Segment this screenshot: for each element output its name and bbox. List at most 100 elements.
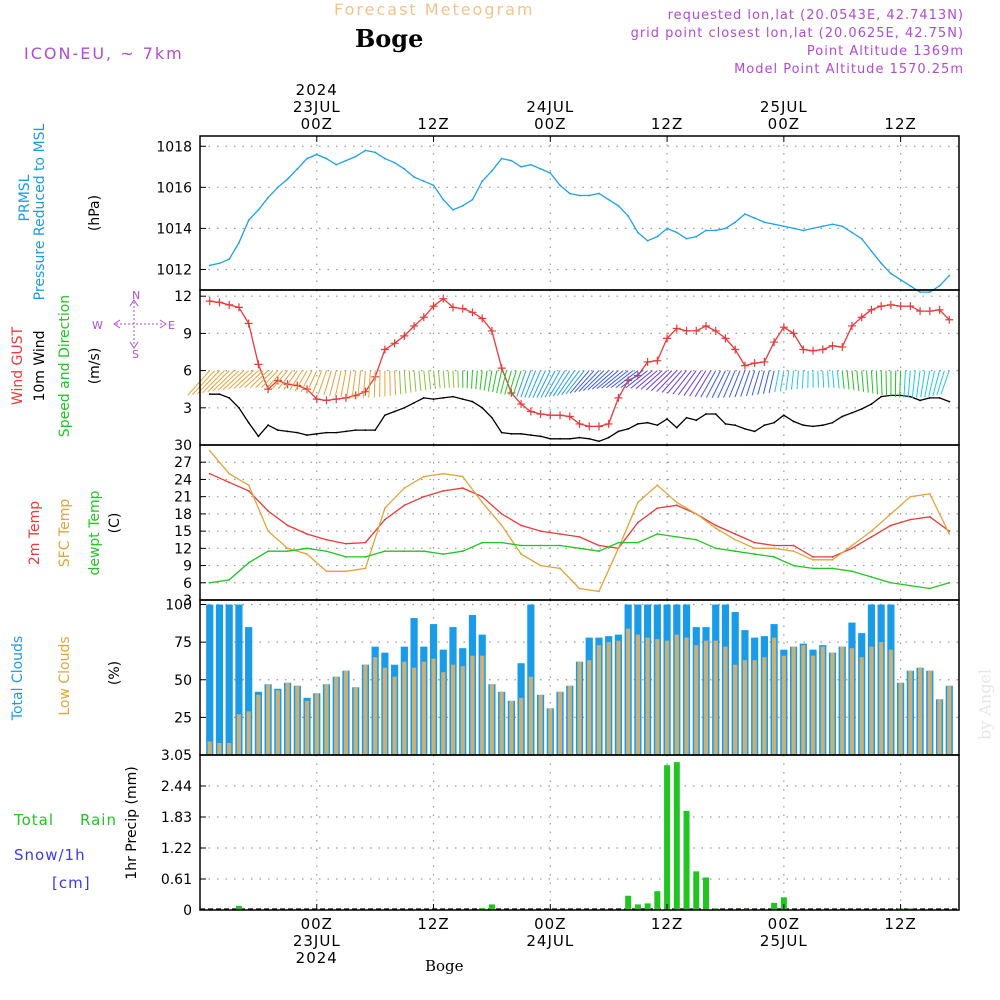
wind-barb [846, 370, 850, 390]
pressure-line-point [276, 186, 279, 189]
gust-marker [410, 321, 419, 330]
low-cloud-bar [489, 684, 495, 755]
wind-barb [528, 370, 542, 398]
temp-sfc-line-point [773, 547, 776, 550]
gust-marker [906, 302, 915, 311]
gust-marker [215, 298, 224, 307]
precip-bar [644, 903, 651, 910]
pressure-line-point [539, 167, 542, 170]
low-cloud-bar [596, 645, 602, 755]
pressure-line-point [228, 258, 231, 261]
wind-barb [920, 370, 926, 398]
wind-barb [272, 370, 288, 389]
wind-barb [306, 370, 318, 393]
wind-speed-line-point [208, 393, 211, 396]
temp-dewpt-line-point [208, 581, 211, 584]
wind-barb [762, 370, 770, 394]
temp-sfc-line-point [753, 547, 756, 550]
temp-2m-line-point [928, 515, 931, 518]
temp-sfc-line-point [870, 530, 873, 533]
temp-sfc-line-point [734, 538, 737, 541]
pressure-line-point [695, 235, 698, 238]
top-time-label: 2024 [296, 81, 338, 99]
y-tick-label: 3 [183, 401, 192, 417]
temp-dewpt-line-point [734, 550, 737, 553]
bottom-time-label: 12Z [417, 915, 449, 933]
panel-frame [199, 444, 960, 601]
wind-barb [373, 370, 376, 398]
wind-barb [899, 370, 902, 398]
temp-sfc-line-point [578, 587, 581, 590]
gust-marker [721, 334, 730, 343]
bottom-time-label: 24JUL [526, 932, 574, 950]
wind-barb [740, 370, 751, 397]
low-cloud-bar [519, 697, 524, 755]
gust-marker [896, 302, 905, 311]
wind-barb [452, 370, 455, 388]
y-tick-label: 100 [165, 598, 192, 614]
temp-dewpt-line-point [325, 550, 328, 553]
pressure-line-point [529, 163, 532, 166]
wind-barb [625, 370, 648, 389]
wind-barb [413, 370, 417, 392]
low-cloud-bar [908, 670, 913, 755]
temp-2m-line-point [520, 524, 523, 527]
wind-barb [351, 370, 357, 398]
pressure-line-point [802, 229, 805, 232]
wind-barb [790, 370, 795, 390]
wind-barb [565, 370, 585, 395]
temp-dewpt-line-point [812, 567, 814, 570]
pressure-line-point [617, 204, 620, 207]
precip-bar [654, 891, 661, 910]
precip-bar [634, 904, 641, 910]
gust-marker [731, 345, 740, 354]
wind-barb [548, 370, 566, 398]
wind-speed-line-point [393, 410, 396, 413]
precip-legend-unit: [cm] [52, 874, 91, 892]
low-cloud-bar [246, 711, 251, 755]
low-cloud-bar [606, 642, 611, 755]
wind-speed-line-point [520, 432, 523, 435]
wind-speed-line-point [335, 431, 338, 434]
wind-barb [492, 370, 498, 393]
wind-barb [500, 370, 508, 394]
low-cloud-bar [470, 655, 475, 755]
y-tick-label: 18 [174, 507, 192, 523]
wind-speed-line-point [588, 437, 591, 440]
gust-marker [439, 294, 448, 303]
wind-speed-line-point [383, 414, 386, 417]
temp-2m-line-point [578, 535, 581, 538]
wind-barb [437, 370, 441, 389]
temp-dewpt-line-point [773, 556, 776, 558]
temp-2m-line-point [636, 521, 639, 524]
wind-barb [471, 370, 473, 389]
wind-speed-line-point [695, 419, 698, 422]
bottom-time-label: 12Z [884, 915, 916, 933]
wind-barb [774, 370, 780, 393]
gust-marker [838, 343, 847, 352]
temp-dewpt-line-point [714, 547, 717, 550]
wind-barb [700, 370, 717, 398]
top-time-label: 25JUL [760, 98, 808, 116]
gust-marker [517, 400, 526, 409]
y-tick-label: 0 [183, 903, 192, 919]
wind-barb [672, 370, 692, 395]
gust-marker [672, 324, 681, 333]
compass-e: E [168, 319, 175, 332]
gust-marker [779, 323, 788, 332]
wind-speed-line-point [666, 418, 668, 420]
pressure-line-point [841, 225, 844, 228]
precip-legend-snow: Snow/1h [14, 846, 86, 864]
gust-marker [663, 334, 672, 343]
wind-speed-line-point [744, 427, 746, 430]
temp-sfc-line-point [714, 527, 717, 530]
temp-2m-line-point [403, 504, 406, 507]
wind-barb [255, 370, 274, 388]
bottom-time-label: 25JUL [760, 932, 808, 950]
wind-barb [512, 370, 522, 397]
pressure-line-point [432, 184, 435, 187]
temp-dewpt-line-point [636, 541, 639, 544]
wind-barb [751, 370, 760, 396]
low-cloud-bar [314, 693, 319, 755]
temp-dewpt-line-point [559, 544, 561, 547]
